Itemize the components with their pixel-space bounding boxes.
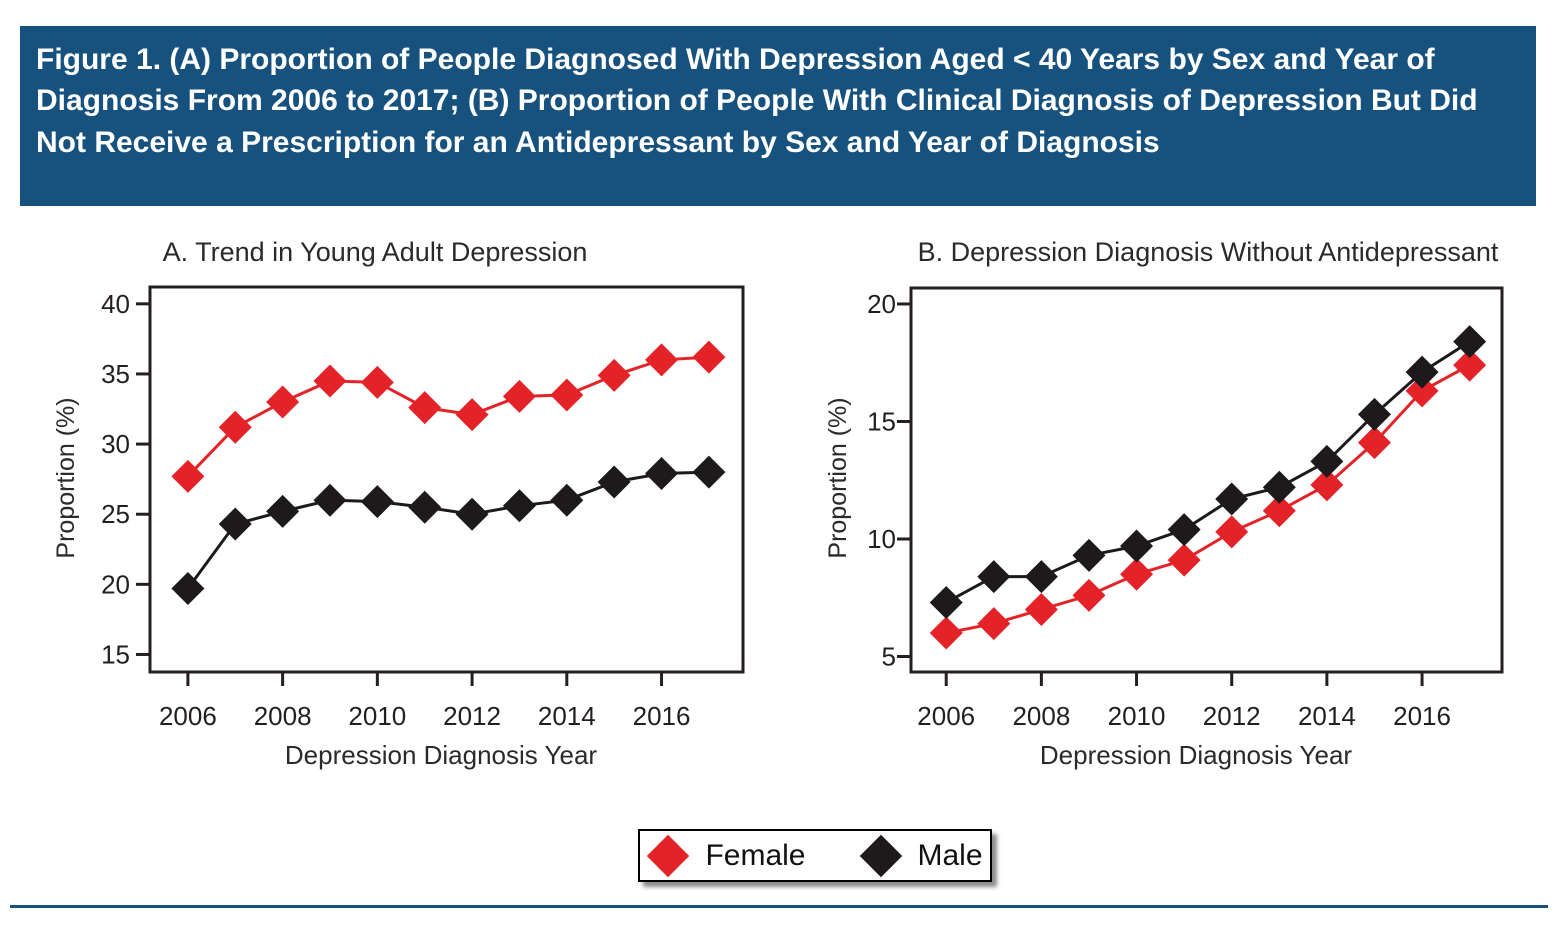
female-data-point (977, 607, 1011, 641)
female-data-point (360, 365, 394, 399)
male-data-point (502, 489, 536, 523)
y-tick-label: 20 (867, 289, 896, 319)
chart-B: 5 10 15 20 2006 2008 2010 2012 2014 2016 B. Depres… (824, 237, 1504, 770)
series-male-line (186, 470, 709, 590)
legend-label-female: Female (705, 838, 806, 872)
male-data-point (313, 483, 347, 517)
y-axis-label: Proportion (%) (52, 397, 80, 558)
male-data-point (977, 560, 1011, 594)
female-data-point (266, 385, 300, 419)
female-data-point (1215, 515, 1249, 549)
male-data-point (1405, 355, 1439, 389)
x-tick-label: 2008 (1012, 701, 1070, 731)
female-data-point (1310, 468, 1344, 502)
y-axis-label: Proportion (%) (824, 397, 852, 558)
y-tick-label: 5 (882, 641, 896, 671)
x-tick-label: 2014 (1298, 701, 1356, 731)
x-tick-label: 2006 (917, 701, 975, 731)
plot-frame (148, 285, 745, 674)
chart-title: B. Depression Diagnosis Without Antidepr… (918, 237, 1499, 267)
y-tick-label: 30 (101, 429, 130, 459)
female-data-point (1167, 543, 1201, 577)
female-data-point (1120, 557, 1154, 591)
female-data-point (218, 410, 252, 444)
male-data-point (266, 494, 300, 528)
female-data-point (692, 340, 726, 374)
x-tick-label: 2016 (1393, 701, 1451, 731)
male-data-point (1120, 529, 1154, 563)
female-data-point (171, 459, 205, 493)
female-data-point (455, 398, 489, 432)
male-data-point (645, 457, 679, 491)
female-data-point (313, 364, 347, 398)
male-data-point (171, 572, 205, 606)
series-male-line (945, 340, 1471, 604)
female-data-point (550, 378, 584, 412)
male-data-point (597, 465, 631, 499)
female-data-point (1024, 592, 1058, 626)
male-data-point (455, 497, 489, 531)
male-data-point (360, 485, 394, 519)
series-female-line (945, 363, 1471, 635)
female-diamond-icon (647, 834, 690, 877)
male-data-point (1357, 397, 1391, 431)
figure-title: Figure 1. (A) Proportion of People Diagn… (36, 43, 1478, 159)
y-tick-label: 40 (101, 289, 130, 319)
male-diamond-icon (859, 834, 902, 877)
male-data-point (1262, 470, 1296, 504)
female-data-point (1072, 578, 1106, 612)
male-data-point (1072, 538, 1106, 572)
x-tick-label: 2014 (538, 701, 596, 731)
female-data-point (1453, 348, 1487, 382)
female-data-point (929, 616, 963, 650)
legend: Female Male (638, 829, 992, 882)
female-data-point (1262, 494, 1296, 528)
x-tick-label: 2008 (254, 701, 312, 731)
plot-frame (909, 286, 1504, 674)
chart-title: A. Trend in Young Adult Depression (163, 237, 588, 267)
male-data-point (218, 507, 252, 541)
male-data-point (1215, 482, 1249, 516)
x-tick-label: 2016 (633, 701, 691, 731)
y-tick-label: 20 (101, 569, 130, 599)
female-data-point (408, 391, 442, 425)
female-data-point (1405, 374, 1439, 408)
figure-title-bar: Figure 1. (A) Proportion of People Diagn… (20, 26, 1536, 206)
chart-A: 15 20 25 30 35 40 2006 2008 2010 2012 2014 2016 A. T… (52, 237, 745, 770)
y-tick-label: 15 (867, 406, 896, 436)
x-tick-label: 2012 (443, 701, 501, 731)
legend-item-female: Female (647, 834, 806, 877)
male-data-point (1453, 325, 1487, 359)
legend-item-male: Male (859, 834, 983, 877)
bottom-rule (10, 905, 1548, 908)
legend-label-male: Male (917, 838, 983, 872)
female-data-point (597, 358, 631, 392)
male-data-point (929, 585, 963, 619)
x-tick-label: 2010 (1108, 701, 1166, 731)
x-tick-label: 2006 (159, 701, 217, 731)
x-axis-label: Depression Diagnosis Year (285, 740, 598, 770)
x-tick-label: 2010 (348, 701, 406, 731)
male-data-point (1167, 513, 1201, 547)
y-tick-label: 35 (101, 359, 130, 389)
male-data-point (550, 483, 584, 517)
male-data-point (1024, 560, 1058, 594)
male-data-point (692, 455, 726, 489)
x-axis-label: Depression Diagnosis Year (1040, 740, 1353, 770)
y-tick-label: 10 (867, 524, 896, 554)
male-data-point (408, 490, 442, 524)
female-data-point (1357, 426, 1391, 460)
y-tick-label: 15 (101, 639, 130, 669)
male-data-point (1310, 444, 1344, 478)
y-tick-label: 25 (101, 499, 130, 529)
female-data-point (645, 343, 679, 377)
series-female-line (186, 355, 709, 478)
x-tick-label: 2012 (1203, 701, 1261, 731)
female-data-point (502, 379, 536, 413)
